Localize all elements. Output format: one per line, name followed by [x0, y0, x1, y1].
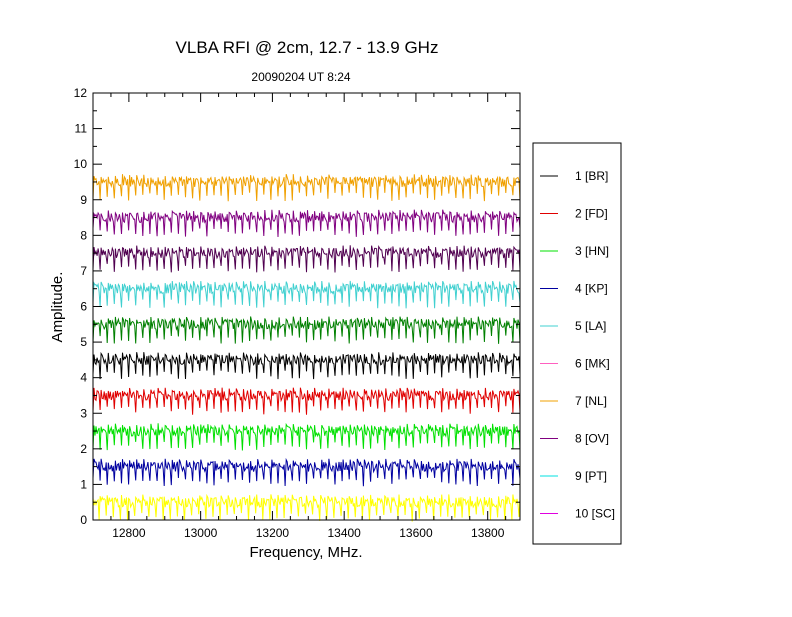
- x-tick-label: 13400: [327, 526, 361, 540]
- legend-box: [532, 142, 622, 545]
- y-tick-label: 11: [75, 122, 88, 136]
- series-line: [92, 422, 521, 451]
- x-tick-label: 13800: [471, 526, 505, 540]
- series-line: [92, 244, 521, 273]
- chart-subtitle: 20090204 UT 8:24: [251, 70, 351, 84]
- series-line: [92, 280, 521, 309]
- y-tick-label: 8: [80, 228, 87, 242]
- y-tick-label: 6: [80, 300, 87, 314]
- legend: 1 [BR] 2 [FD] 3 [HN] 4 [KP] 5 [LA] 6 [MK] 7 [N…: [540, 169, 615, 521]
- y-tick-label: 2: [80, 442, 87, 456]
- legend-label: 5 [LA]: [575, 319, 606, 333]
- legend-label: 8 [OV]: [575, 432, 609, 446]
- chart-title: VLBA RFI @ 2cm, 12.7 - 13.9 GHz: [176, 38, 439, 57]
- x-tick-label: 13200: [256, 526, 290, 540]
- y-axis-label: Amplitude.: [49, 272, 66, 343]
- legend-label: 4 [KP]: [575, 282, 608, 296]
- legend-label: 10 [SC]: [575, 507, 615, 521]
- legend-label: 3 [HN]: [575, 244, 609, 258]
- y-tick-label: 5: [80, 335, 87, 349]
- x-axis-label: Frequency, MHz.: [249, 544, 362, 561]
- y-tick-label: 10: [74, 157, 88, 171]
- series-line: [92, 351, 521, 380]
- series-line: [92, 457, 521, 487]
- y-tick-label: 4: [80, 371, 87, 385]
- legend-label: 1 [BR]: [575, 169, 608, 183]
- y-tick-label: 3: [80, 406, 87, 420]
- series-line: [92, 387, 521, 415]
- legend-label: 6 [MK]: [575, 357, 610, 371]
- legend-label: 9 [PT]: [575, 469, 607, 483]
- y-tick-label: 0: [80, 513, 87, 527]
- x-tick-label: 13000: [184, 526, 218, 540]
- plot-frame: [92, 92, 521, 521]
- x-tick-label: 13600: [399, 526, 433, 540]
- series-line: [92, 209, 521, 238]
- plot-lines: [92, 174, 521, 522]
- y-tick-label: 9: [80, 193, 87, 207]
- legend-label: 7 [NL]: [575, 394, 607, 408]
- x-tick-label: 12800: [112, 526, 146, 540]
- series-line: [92, 316, 521, 344]
- y-tick-label: 12: [74, 86, 88, 100]
- series-line: [92, 174, 521, 202]
- y-tick-label: 1: [80, 477, 87, 491]
- y-tick-label: 7: [80, 264, 87, 278]
- legend-label: 2 [FD]: [575, 207, 608, 221]
- series-line: [92, 493, 521, 522]
